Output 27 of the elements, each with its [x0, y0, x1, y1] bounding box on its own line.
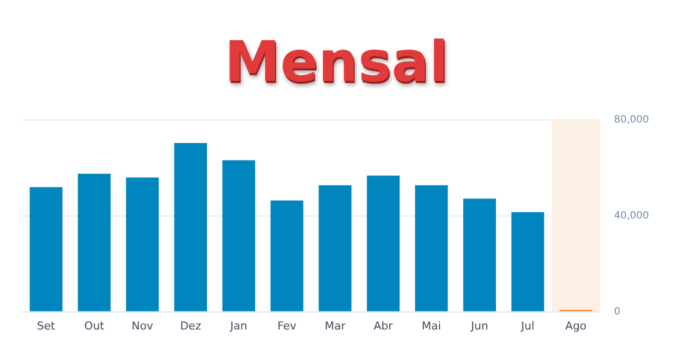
x-tick-label: Mar: [324, 319, 346, 332]
x-tick-label: Ago: [565, 319, 587, 332]
y-tick-label: 0: [614, 306, 620, 318]
bar: [415, 185, 448, 312]
x-tick-label: Jan: [229, 319, 248, 332]
y-tick-label: 40,000: [614, 210, 650, 222]
x-tick-label: Out: [84, 319, 105, 332]
bar: [78, 174, 111, 312]
y-tick-label: 80,000: [614, 114, 650, 126]
bar: [366, 176, 400, 312]
bar: [222, 160, 256, 312]
bar: [174, 143, 207, 312]
x-tick-label: Mai: [422, 319, 442, 332]
bar: [511, 212, 544, 312]
x-tick-label: Nov: [132, 319, 154, 332]
bar: [30, 187, 62, 312]
x-tick-label: Set: [37, 319, 56, 332]
x-tick-label: Jun: [470, 319, 488, 332]
x-tick-label: Fev: [277, 319, 297, 332]
x-tick-label: Dez: [180, 319, 202, 332]
x-tick-label: Abr: [374, 319, 394, 332]
bar: [463, 198, 496, 312]
chart-title: Mensal: [224, 30, 450, 95]
bar: [126, 178, 159, 312]
bar: [270, 200, 304, 312]
x-tick-label: Jul: [520, 319, 534, 332]
bar: [318, 185, 352, 312]
